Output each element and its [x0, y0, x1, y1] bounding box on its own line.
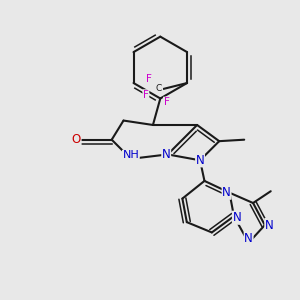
Text: N: N: [244, 232, 253, 245]
Text: N: N: [265, 219, 274, 232]
Text: F: F: [146, 74, 152, 84]
Text: O: O: [72, 133, 81, 146]
Text: C: C: [156, 84, 162, 93]
Text: N: N: [222, 186, 231, 199]
Text: N: N: [196, 154, 204, 167]
Text: NH: NH: [122, 150, 139, 160]
Text: N: N: [232, 211, 241, 224]
Text: N: N: [162, 148, 171, 161]
Text: F: F: [143, 90, 149, 100]
Text: F: F: [164, 97, 169, 107]
